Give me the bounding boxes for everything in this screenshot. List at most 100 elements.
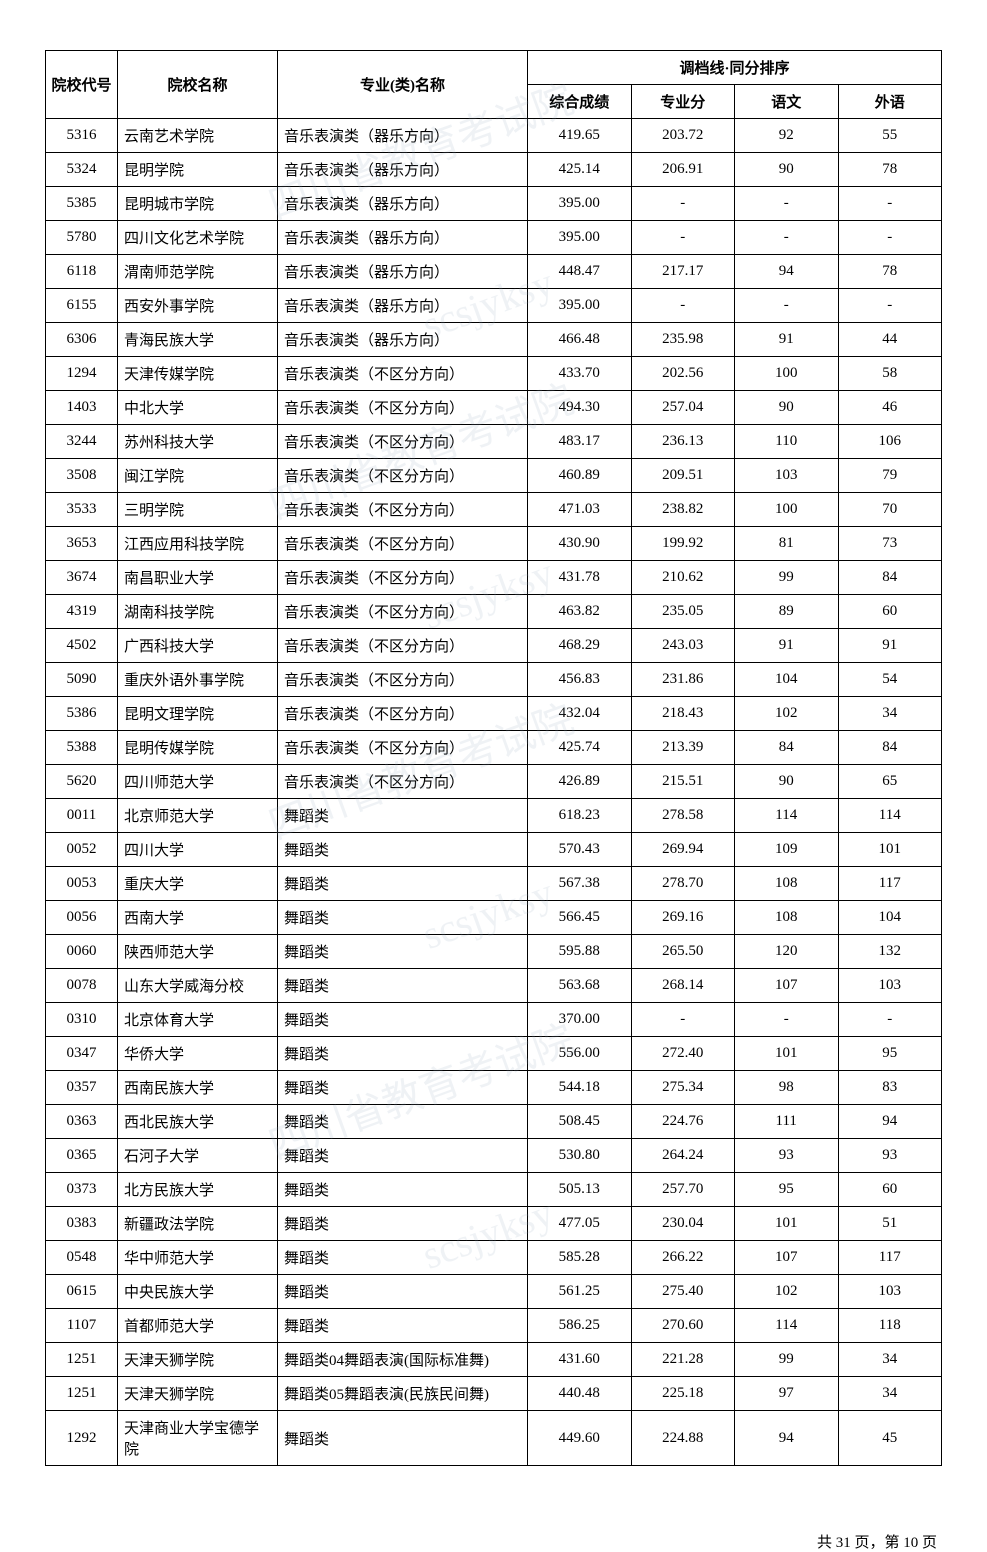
- header-sub3: 外语: [838, 85, 942, 119]
- cell-sub3: 44: [838, 323, 942, 357]
- cell-sub1: 268.14: [631, 969, 735, 1003]
- cell-name: 中北大学: [118, 391, 278, 425]
- cell-name: 石河子大学: [118, 1139, 278, 1173]
- cell-sub3: 58: [838, 357, 942, 391]
- cell-major: 音乐表演类（器乐方向）: [278, 323, 528, 357]
- cell-sub2: 102: [735, 1275, 839, 1309]
- cell-code: 0363: [46, 1105, 118, 1139]
- cell-sub1: 243.03: [631, 629, 735, 663]
- cell-sub2: 94: [735, 255, 839, 289]
- cell-sub2: 111: [735, 1105, 839, 1139]
- cell-major: 音乐表演类（器乐方向）: [278, 153, 528, 187]
- cell-sub1: 203.72: [631, 119, 735, 153]
- cell-name: 昆明传媒学院: [118, 731, 278, 765]
- cell-sub1: 278.58: [631, 799, 735, 833]
- cell-sub2: 107: [735, 969, 839, 1003]
- cell-sub3: 117: [838, 1241, 942, 1275]
- cell-code: 0365: [46, 1139, 118, 1173]
- cell-sub2: 99: [735, 1343, 839, 1377]
- table-row: 0365石河子大学舞蹈类530.80264.249393: [46, 1139, 942, 1173]
- cell-code: 1294: [46, 357, 118, 391]
- cell-code: 3533: [46, 493, 118, 527]
- cell-sub1: 217.17: [631, 255, 735, 289]
- cell-score: 544.18: [528, 1071, 632, 1105]
- cell-sub2: 89: [735, 595, 839, 629]
- cell-major: 舞蹈类: [278, 1037, 528, 1071]
- cell-sub1: 210.62: [631, 561, 735, 595]
- cell-score: 432.04: [528, 697, 632, 731]
- cell-major: 音乐表演类（器乐方向）: [278, 255, 528, 289]
- cell-sub1: 224.88: [631, 1411, 735, 1466]
- cell-score: 425.74: [528, 731, 632, 765]
- cell-major: 舞蹈类: [278, 833, 528, 867]
- cell-sub2: 81: [735, 527, 839, 561]
- header-score: 综合成绩: [528, 85, 632, 119]
- cell-sub1: 213.39: [631, 731, 735, 765]
- cell-score: 570.43: [528, 833, 632, 867]
- cell-major: 音乐表演类（不区分方向）: [278, 425, 528, 459]
- cell-sub3: 45: [838, 1411, 942, 1466]
- cell-major: 音乐表演类（不区分方向）: [278, 663, 528, 697]
- cell-code: 0056: [46, 901, 118, 935]
- table-row: 0347华侨大学舞蹈类556.00272.4010195: [46, 1037, 942, 1071]
- cell-sub1: 224.76: [631, 1105, 735, 1139]
- cell-code: 5385: [46, 187, 118, 221]
- cell-sub2: 99: [735, 561, 839, 595]
- cell-sub2: 108: [735, 901, 839, 935]
- cell-sub2: 90: [735, 153, 839, 187]
- table-row: 5316云南艺术学院音乐表演类（器乐方向）419.65203.729255: [46, 119, 942, 153]
- cell-sub3: 54: [838, 663, 942, 697]
- cell-sub1: 238.82: [631, 493, 735, 527]
- cell-sub3: -: [838, 289, 942, 323]
- cell-sub1: 225.18: [631, 1377, 735, 1411]
- cell-major: 音乐表演类（不区分方向）: [278, 357, 528, 391]
- cell-sub3: 95: [838, 1037, 942, 1071]
- table-row: 1403中北大学音乐表演类（不区分方向）494.30257.049046: [46, 391, 942, 425]
- cell-name: 西安外事学院: [118, 289, 278, 323]
- cell-major: 音乐表演类（不区分方向）: [278, 765, 528, 799]
- cell-score: 463.82: [528, 595, 632, 629]
- table-row: 3674南昌职业大学音乐表演类（不区分方向）431.78210.629984: [46, 561, 942, 595]
- cell-code: 3674: [46, 561, 118, 595]
- cell-code: 1251: [46, 1377, 118, 1411]
- cell-sub2: 103: [735, 459, 839, 493]
- table-row: 4502广西科技大学音乐表演类（不区分方向）468.29243.039191: [46, 629, 942, 663]
- cell-code: 0052: [46, 833, 118, 867]
- cell-major: 舞蹈类: [278, 1241, 528, 1275]
- cell-sub2: 93: [735, 1139, 839, 1173]
- table-row: 3508闽江学院音乐表演类（不区分方向）460.89209.5110379: [46, 459, 942, 493]
- cell-sub3: 104: [838, 901, 942, 935]
- cell-sub3: 101: [838, 833, 942, 867]
- cell-score: 466.48: [528, 323, 632, 357]
- cell-sub2: -: [735, 221, 839, 255]
- cell-sub2: 92: [735, 119, 839, 153]
- cell-sub1: 265.50: [631, 935, 735, 969]
- cell-name: 西南大学: [118, 901, 278, 935]
- cell-score: 505.13: [528, 1173, 632, 1207]
- table-row: 0060陕西师范大学舞蹈类595.88265.50120132: [46, 935, 942, 969]
- header-sub1: 专业分: [631, 85, 735, 119]
- cell-code: 6155: [46, 289, 118, 323]
- cell-sub2: 110: [735, 425, 839, 459]
- cell-name: 四川大学: [118, 833, 278, 867]
- cell-score: 561.25: [528, 1275, 632, 1309]
- cell-major: 音乐表演类（器乐方向）: [278, 221, 528, 255]
- cell-score: 426.89: [528, 765, 632, 799]
- cell-sub3: 84: [838, 561, 942, 595]
- cell-sub2: 100: [735, 493, 839, 527]
- cell-name: 重庆大学: [118, 867, 278, 901]
- table-row: 1294天津传媒学院音乐表演类（不区分方向）433.70202.5610058: [46, 357, 942, 391]
- cell-sub1: 236.13: [631, 425, 735, 459]
- cell-major: 音乐表演类（不区分方向）: [278, 697, 528, 731]
- cell-name: 陕西师范大学: [118, 935, 278, 969]
- table-row: 0357西南民族大学舞蹈类544.18275.349883: [46, 1071, 942, 1105]
- cell-code: 0615: [46, 1275, 118, 1309]
- cell-sub1: 264.24: [631, 1139, 735, 1173]
- header-code: 院校代号: [46, 51, 118, 119]
- cell-score: 395.00: [528, 289, 632, 323]
- cell-sub3: 84: [838, 731, 942, 765]
- table-row: 0548华中师范大学舞蹈类585.28266.22107117: [46, 1241, 942, 1275]
- table-row: 4319湖南科技学院音乐表演类（不区分方向）463.82235.058960: [46, 595, 942, 629]
- table-row: 6155西安外事学院音乐表演类（器乐方向）395.00---: [46, 289, 942, 323]
- cell-code: 1107: [46, 1309, 118, 1343]
